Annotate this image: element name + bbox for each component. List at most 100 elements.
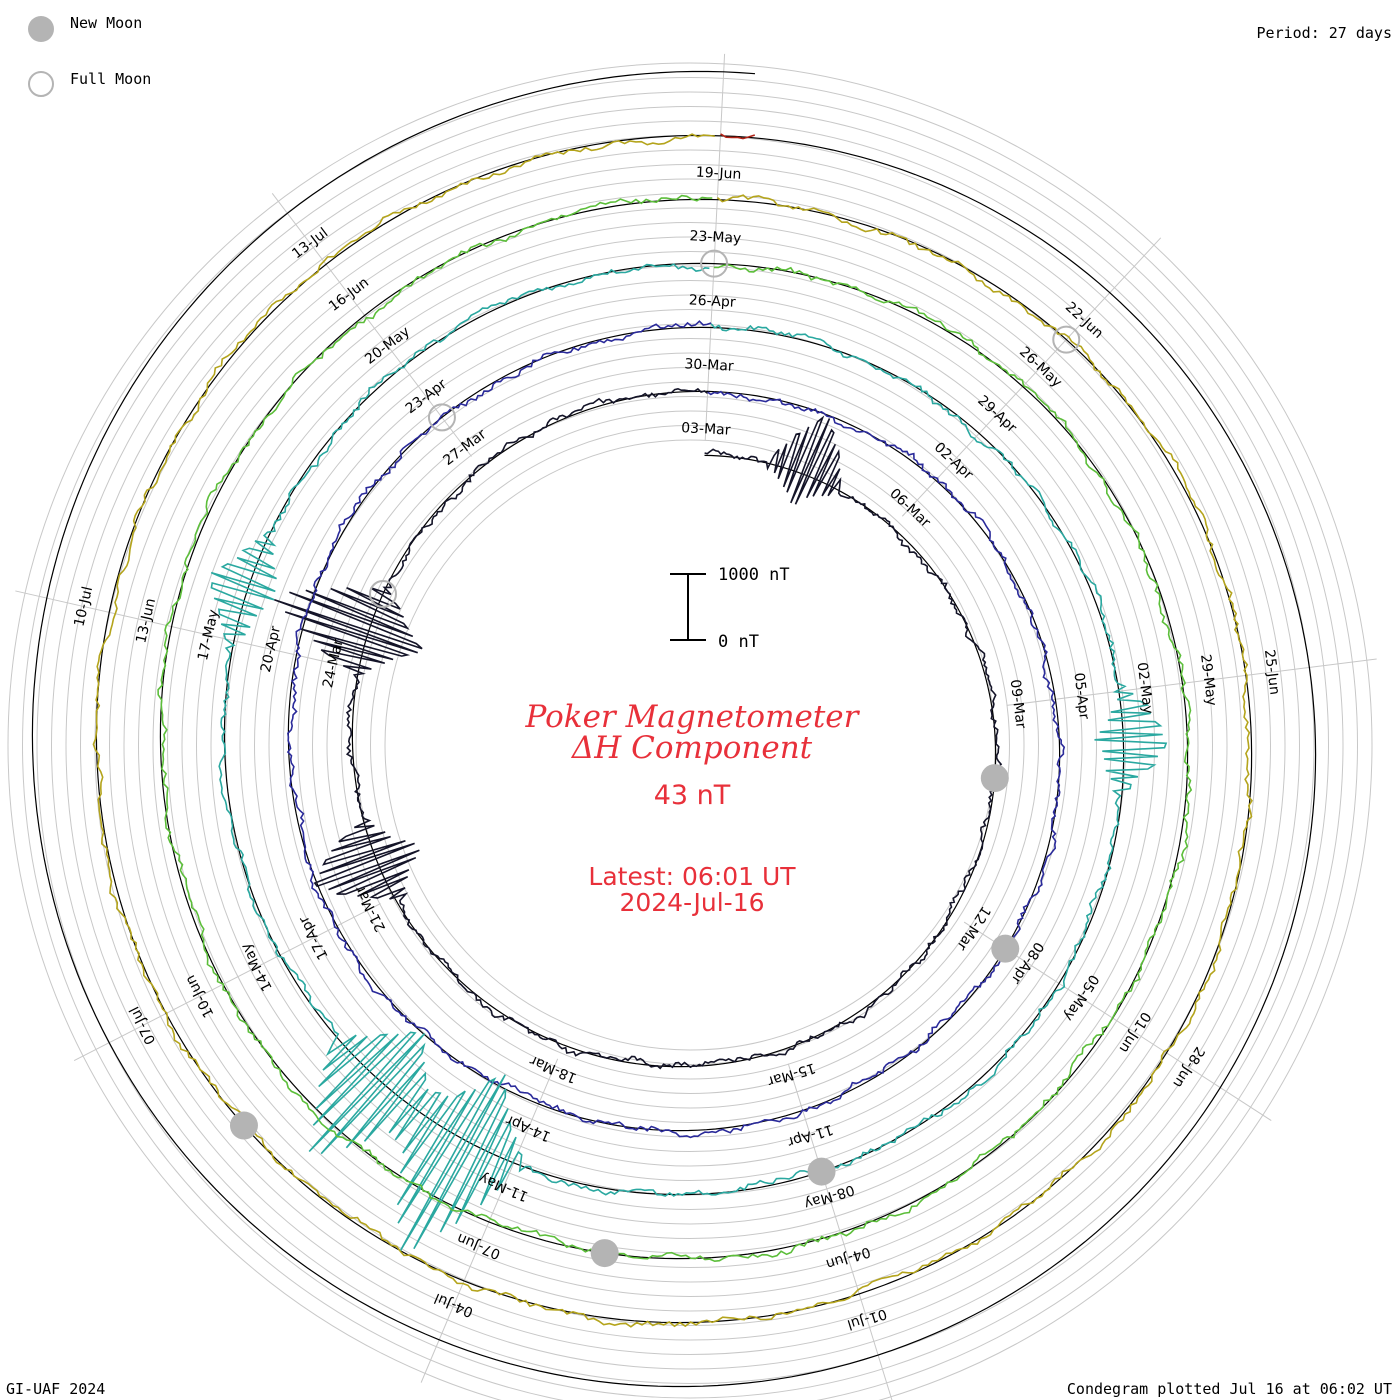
grid-ring [109,164,1271,1326]
date-tick-label: 23-Apr [403,376,450,417]
scale-bar-bottom-label: 0 nT [718,632,759,652]
grid-spoke [704,53,726,441]
date-tick-label: 02-Apr [931,440,976,484]
new-moon-marker [229,1111,258,1140]
date-tick-label: 11-Apr [785,1121,835,1150]
grid-ring [370,425,1010,1065]
date-tick-label: 17-Apr [296,913,332,962]
date-tick-label: 14-Apr [504,1111,554,1144]
grid-ring [65,120,1315,1370]
full-moon-legend-icon [28,71,54,97]
series-line-turn-1 [274,387,1003,1070]
date-tick-label: 10-Jun [182,972,217,1020]
date-tick-label: 01-Jun [1116,1009,1154,1056]
grid-ring [167,222,1213,1268]
grid-ring [94,149,1286,1341]
date-tick-label: 19-Jun [695,165,741,183]
date-tick-label: 05-May [1060,971,1102,1023]
new-moon-legend-icon [28,16,54,42]
grid-ring [326,381,1054,1109]
new-moon-legend-label: New Moon [70,14,143,32]
baseline-spiral [31,70,1317,1388]
full-moon-marker [427,403,456,432]
date-tick-label: 03-Mar [681,420,731,438]
date-tick-label: 11-May [477,1169,531,1204]
date-tick-label: 28-Jun [1169,1044,1207,1091]
grid-ring [36,91,1344,1399]
full-moon-marker [700,249,729,278]
date-tick-label: 15-Mar [765,1059,817,1089]
grid-ring [355,410,1025,1080]
latest-date: 2024-Jul-16 [619,888,764,917]
chart-title: Poker Magnetometer [525,699,861,735]
date-tick-label: 22-Jun [1062,299,1106,342]
grid-ring [283,338,1097,1152]
credit-label: GI-UAF 2024 [6,1380,106,1398]
new-moon-marker [991,934,1020,963]
series-line-turn-3 [210,263,1168,1252]
date-tick-label: 16-Jun [326,275,372,315]
grid-ring [341,396,1039,1094]
grid-ring [152,207,1228,1283]
series-line-turn-5 [92,133,1253,1328]
data-series [92,133,1253,1328]
grid-spoke [73,903,381,1062]
date-tick-label: 25-Jun [1261,649,1283,696]
grid-ring [138,193,1242,1297]
series-line-turn-6 [720,133,756,140]
date-tick-label: 09-Mar [1007,679,1029,730]
date-tick-label: 23-May [689,228,742,247]
date-tick-label: 05-Apr [1070,672,1092,721]
grid-ring [312,367,1068,1123]
date-tick-label: 08-May [802,1181,856,1212]
date-tick-label: 04-Jul [432,1290,476,1321]
baseline-spiral-path [31,70,1317,1388]
date-tick-label: 24-Mar [320,638,347,690]
grid-ring [225,280,1155,1210]
new-moon-marker [590,1239,619,1268]
series-line-turn-4 [157,194,1193,1263]
grid-ring [210,265,1170,1225]
grid-spoke [420,1058,559,1383]
grid-spoke [271,193,472,457]
current-value: 43 nT [654,780,731,811]
center-title: Poker Magnetometer ΔH Component 43 nT La… [525,699,861,917]
date-tick-label: 13-Jun [133,597,159,645]
grid-ring [196,251,1184,1239]
date-tick-label: 26-Apr [688,292,736,310]
date-tick-label: 02-May [1134,661,1156,714]
grid-spoke [901,237,1162,517]
latest-time: Latest: 06:01 UT [588,862,796,891]
grid-spoke [787,1063,893,1400]
date-tick-label: 14-May [238,940,276,993]
date-tick-label: 30-Mar [684,356,734,374]
date-tick-label: 07-Jun [455,1230,503,1262]
date-tick-label: 10-Jul [71,585,96,628]
date-tick-label: 06-Mar [886,486,933,531]
date-tick-label: 20-May [362,324,413,368]
new-moon-marker [807,1157,836,1186]
period-label: Period: 27 days [1256,24,1392,42]
chart-subtitle: ΔH Component [571,730,813,766]
grid-ring [123,178,1257,1312]
date-tick-label: 29-May [1197,653,1219,706]
grid-ring [181,236,1199,1254]
grid-spoke [1006,658,1377,706]
full-moon-marker [1052,325,1081,354]
plotted-timestamp: Condegram plotted Jul 16 at 06:02 UT [1066,1380,1392,1398]
grid-spoke [15,590,345,667]
full-moon-marker [368,579,397,608]
grid-ring [22,77,1358,1400]
series-line-turn-2 [286,320,1066,1139]
date-tick-label: 29-Apr [974,393,1019,437]
moon-markers [229,249,1081,1268]
grid-ring [254,309,1126,1181]
grid-ring [7,62,1373,1400]
scale-bar: 1000 nT 0 nT [670,565,790,652]
grid-ring [51,106,1329,1384]
new-moon-marker [980,764,1009,793]
scale-bar-top-label: 1000 nT [718,565,790,585]
date-tick-label: 12-Mar [953,903,993,953]
